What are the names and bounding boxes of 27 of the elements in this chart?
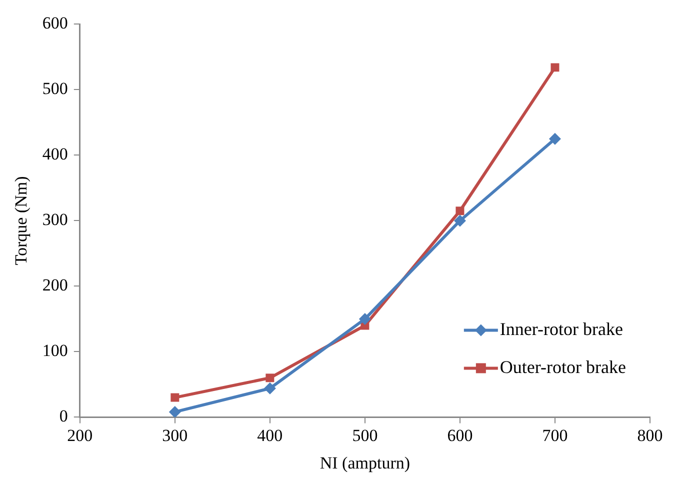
y-axis-title: Torque (Nm) — [12, 176, 31, 266]
y-tick-label: 400 — [42, 144, 68, 164]
x-tick-label: 800 — [637, 426, 663, 445]
x-tick-label: 600 — [447, 426, 473, 445]
x-tick-label: 200 — [67, 426, 93, 445]
y-tick-label: 100 — [42, 341, 68, 360]
y-tick-label: 300 — [42, 210, 68, 230]
point — [168, 406, 181, 418]
point — [548, 132, 561, 145]
legend-label: Inner-rotor brake — [500, 318, 624, 339]
x-axis-title: NI (ampturn) — [320, 453, 410, 472]
x-tick-label: 500 — [352, 426, 378, 445]
x-tick-label: 700 — [542, 426, 568, 445]
point — [266, 374, 274, 382]
legend-label: Outer-rotor brake — [500, 356, 626, 377]
point — [456, 206, 464, 216]
y-tick-label: 500 — [42, 79, 68, 98]
point — [358, 312, 371, 325]
point — [170, 393, 180, 402]
point — [550, 63, 560, 72]
point — [264, 382, 276, 394]
point — [454, 214, 466, 227]
x-tick-label: 300 — [162, 426, 188, 445]
x-tick-label: 400 — [257, 426, 283, 445]
y-tick-label: 0 — [59, 406, 68, 426]
y-tick-label: 600 — [42, 14, 68, 33]
y-tick-label: 200 — [42, 276, 68, 295]
